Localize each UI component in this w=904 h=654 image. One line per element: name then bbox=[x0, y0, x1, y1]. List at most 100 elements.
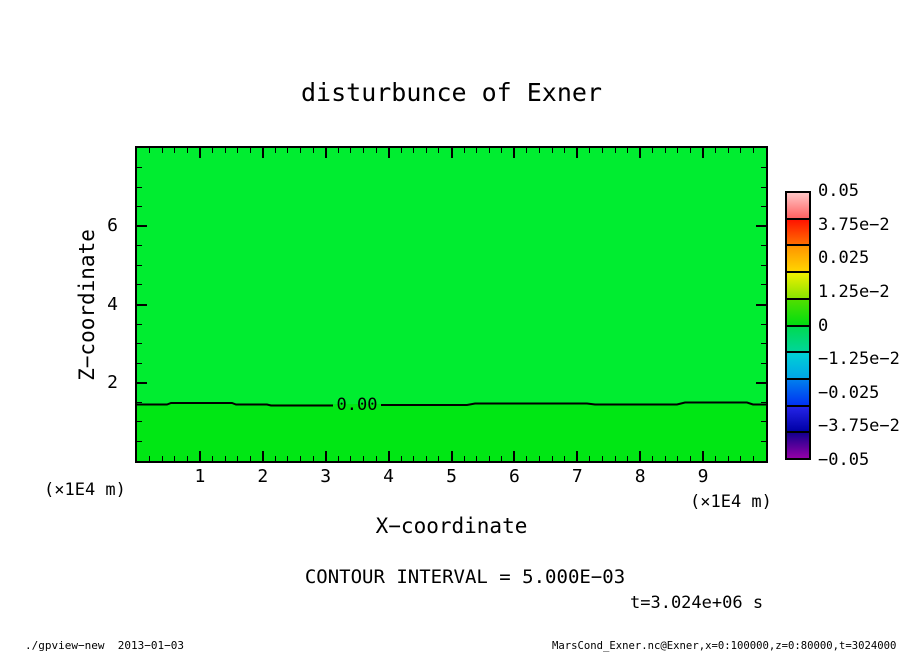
x-axis-tick bbox=[287, 456, 289, 461]
x-axis-tick bbox=[174, 148, 176, 153]
x-axis-tick bbox=[198, 148, 201, 158]
x-tick-label: 3 bbox=[320, 466, 332, 487]
y-axis-tick bbox=[137, 362, 142, 364]
x-axis-tick bbox=[564, 148, 566, 153]
x-axis-tick bbox=[312, 456, 314, 461]
x-axis-tick bbox=[400, 456, 402, 461]
colorbar-box bbox=[787, 377, 809, 405]
colorbar-tick-label: −0.05 bbox=[818, 450, 870, 470]
x-tick-label: 2 bbox=[257, 466, 269, 487]
y-axis-tick bbox=[761, 245, 766, 247]
y-axis-tick bbox=[137, 343, 142, 345]
colorbar-tick-label: 0.05 bbox=[818, 181, 859, 201]
x-axis-tick bbox=[249, 148, 251, 153]
y-axis-tick bbox=[756, 225, 766, 228]
footer-right: MarsCond_Exner.nc@Exner,x=0:100000,z=0:8… bbox=[552, 640, 897, 652]
x-axis-tick bbox=[627, 148, 629, 153]
plot-area: 0.00 bbox=[135, 146, 768, 463]
x-axis-tick bbox=[350, 148, 352, 153]
y-axis-tick bbox=[756, 303, 766, 306]
y-axis-tick bbox=[756, 381, 766, 384]
colorbar-box bbox=[787, 271, 809, 298]
x-axis-tick bbox=[337, 456, 339, 461]
plot-title: disturbunce of Exner bbox=[300, 78, 603, 107]
contour-label: 0.00 bbox=[337, 395, 378, 415]
y-axis-tick bbox=[761, 421, 766, 423]
x-axis-tick bbox=[463, 148, 465, 153]
x-axis-tick bbox=[224, 148, 226, 153]
y-axis-tick bbox=[137, 440, 142, 442]
x-axis-tick bbox=[702, 451, 705, 461]
x-axis-tick bbox=[362, 148, 364, 153]
x-axis-tick bbox=[614, 456, 616, 461]
x-axis-tick bbox=[300, 456, 302, 461]
x-axis-tick bbox=[551, 456, 553, 461]
x-axis-tick bbox=[539, 148, 541, 153]
x-axis-tick bbox=[413, 456, 415, 461]
x-axis-tick bbox=[261, 451, 264, 461]
colorbar-box bbox=[787, 217, 809, 245]
x-axis-tick bbox=[639, 451, 642, 461]
y-axis-tick bbox=[761, 206, 766, 208]
x-axis-tick bbox=[576, 451, 579, 461]
x-axis-tick bbox=[526, 148, 528, 153]
x-axis-tick bbox=[576, 148, 579, 158]
x-axis-tick bbox=[186, 456, 188, 461]
x-tick-label: 6 bbox=[508, 466, 520, 487]
colorbar-tick-label: −3.75e−2 bbox=[818, 416, 900, 437]
x-axis-tick bbox=[476, 456, 478, 461]
colorbar-box bbox=[787, 324, 809, 352]
colorbar-tick-label: −1.25e−2 bbox=[818, 349, 900, 370]
x-axis-tick bbox=[149, 148, 151, 153]
x-axis-tick bbox=[627, 456, 629, 461]
y-axis-tick bbox=[137, 167, 142, 169]
x-axis-title: X−coordinate bbox=[375, 514, 528, 538]
y-axis-tick bbox=[761, 323, 766, 325]
x-axis-tick bbox=[539, 456, 541, 461]
colorbar-tick-label: −0.025 bbox=[818, 382, 880, 403]
x-axis-tick bbox=[161, 148, 163, 153]
x-axis-tick bbox=[551, 148, 553, 153]
x-axis-tick bbox=[186, 148, 188, 153]
y-axis-tick bbox=[761, 401, 766, 403]
x-axis-tick bbox=[387, 148, 390, 158]
x-axis-unit-label: (×1E4 m) bbox=[690, 492, 772, 512]
y-axis-tick bbox=[761, 440, 766, 442]
x-axis-tick bbox=[198, 451, 201, 461]
colorbar-box bbox=[787, 244, 809, 272]
y-tick-label: 4 bbox=[107, 293, 118, 315]
y-axis-tick bbox=[137, 186, 142, 188]
x-axis-tick bbox=[752, 148, 754, 153]
x-axis-tick bbox=[564, 456, 566, 461]
y-axis-unit-label: (×1E4 m) bbox=[44, 480, 126, 500]
x-axis-tick bbox=[261, 148, 264, 158]
x-axis-tick bbox=[450, 451, 453, 461]
x-axis-tick bbox=[601, 456, 603, 461]
x-axis-tick bbox=[677, 148, 679, 153]
y-tick-label: 2 bbox=[107, 371, 118, 393]
x-axis-tick bbox=[375, 148, 377, 153]
x-axis-tick bbox=[211, 148, 213, 153]
x-axis-tick bbox=[274, 148, 276, 153]
x-axis-tick bbox=[149, 456, 151, 461]
x-tick-label: 7 bbox=[571, 466, 583, 487]
y-axis-tick bbox=[137, 323, 142, 325]
x-axis-tick bbox=[337, 148, 339, 153]
y-axis-tick bbox=[137, 206, 142, 208]
x-axis-tick bbox=[463, 456, 465, 461]
x-axis-tick bbox=[438, 148, 440, 153]
colorbar-box bbox=[787, 404, 809, 432]
x-axis-tick bbox=[161, 456, 163, 461]
x-axis-tick bbox=[287, 148, 289, 153]
x-axis-tick bbox=[375, 456, 377, 461]
colorbar-box bbox=[787, 431, 809, 459]
x-axis-tick bbox=[249, 456, 251, 461]
colorbar bbox=[785, 191, 811, 460]
x-axis-tick bbox=[488, 148, 490, 153]
x-axis-tick bbox=[589, 148, 591, 153]
x-axis-tick bbox=[400, 148, 402, 153]
y-axis-tick bbox=[137, 401, 142, 403]
x-axis-tick bbox=[425, 456, 427, 461]
x-axis-tick bbox=[350, 456, 352, 461]
